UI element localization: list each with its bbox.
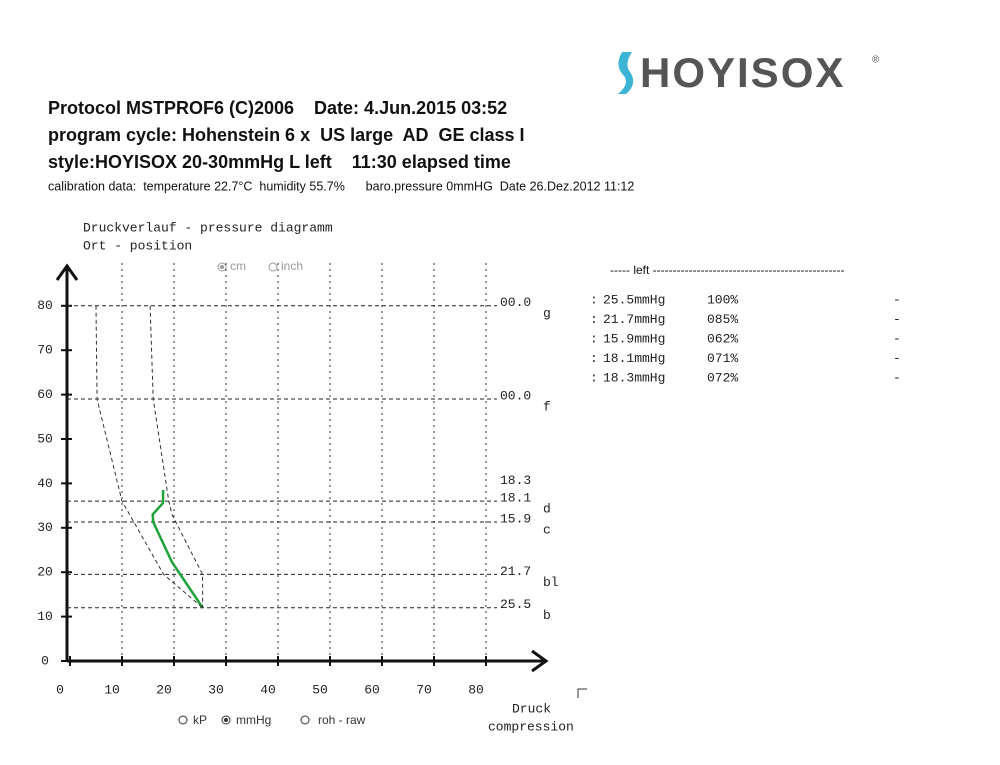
- reading-cell: :: [590, 370, 598, 385]
- radio[interactable]: [268, 262, 278, 272]
- logo-reg: ®: [872, 55, 880, 66]
- radio[interactable]: [300, 715, 310, 725]
- reading-cell: 071%: [707, 351, 738, 366]
- reading-cell: :: [590, 292, 598, 307]
- y-tick-label: 80: [37, 298, 53, 313]
- reading-cell: 18.1mmHg: [603, 351, 665, 366]
- x-tick-label: 50: [312, 682, 328, 697]
- header-line: Protocol MSTPROF6 (C)2006 Date: 4.Jun.20…: [48, 98, 507, 118]
- reading-cell: :: [590, 312, 598, 327]
- radio[interactable]: [221, 715, 231, 725]
- reading-cell: :: [590, 351, 598, 366]
- x-tick-label: 40: [260, 682, 276, 697]
- reading-cell: 15.9mmHg: [603, 331, 665, 346]
- reading-cell: 21.7mmHg: [603, 312, 665, 327]
- y-tick-label: 0: [41, 653, 49, 668]
- reading-cell: 072%: [707, 370, 738, 385]
- y-tick-label: 70: [37, 343, 53, 358]
- radio[interactable]: [178, 715, 188, 725]
- x-tick-label: 80: [468, 682, 484, 697]
- logo-icon: [618, 52, 634, 94]
- level-name: b: [543, 608, 551, 623]
- reading-cell: 100%: [707, 292, 738, 307]
- reading-cell: 062%: [707, 331, 738, 346]
- logo: HOYISOX: [640, 49, 845, 96]
- series-line: [151, 490, 204, 609]
- radio-dot: [220, 265, 224, 269]
- level-label: 21.7: [500, 564, 531, 579]
- option: inch: [281, 259, 303, 273]
- level-label: 25.5: [500, 597, 531, 612]
- level-label: 18.1: [500, 491, 531, 506]
- y-tick-label: 60: [37, 387, 53, 402]
- x-tick-label: 30: [208, 682, 224, 697]
- y-tick-label: 40: [37, 476, 53, 491]
- level-label: 15.9: [500, 511, 531, 526]
- chart-subtitle: Ort - position: [83, 238, 192, 253]
- reading-cell: :: [590, 331, 598, 346]
- level-name: bl: [543, 575, 559, 590]
- level-name: d: [543, 502, 551, 517]
- x-label: compression: [488, 719, 574, 734]
- reading-cell: -: [893, 351, 901, 366]
- header-line: program cycle: Hohenstein 6 x US large A…: [48, 125, 525, 145]
- level-label: 00.0: [500, 388, 531, 403]
- reading-cell: 25.5mmHg: [603, 292, 665, 307]
- x-label: Druck: [512, 701, 551, 716]
- y-tick-label: 50: [37, 431, 53, 446]
- level-label: 18.3: [500, 473, 531, 488]
- y-tick-label: 30: [37, 520, 53, 535]
- calibration: calibration data: temperature 22.7°C hum…: [48, 179, 634, 193]
- reading-cell: -: [893, 331, 901, 346]
- reading-cell: -: [893, 312, 901, 327]
- axes: [55, 263, 549, 673]
- x-tick-label: 70: [416, 682, 432, 697]
- option: cm: [230, 259, 246, 273]
- reading-cell: -: [893, 370, 901, 385]
- level-name: g: [543, 306, 551, 321]
- corner: [577, 688, 587, 698]
- level-name: f: [543, 399, 551, 414]
- reading-cell: -: [893, 292, 901, 307]
- x-tick-label: 10: [104, 682, 120, 697]
- x-tick-label: 20: [156, 682, 172, 697]
- reading-cell: 085%: [707, 312, 738, 327]
- readings-heading: ----- left -----------------------------…: [610, 263, 844, 277]
- level-label: 00.0: [500, 295, 531, 310]
- option: roh - raw: [318, 713, 366, 727]
- series-line: [149, 305, 204, 608]
- x-tick-label: 60: [364, 682, 380, 697]
- series-line: [95, 305, 203, 609]
- y-tick-label: 10: [37, 609, 53, 624]
- y-tick-label: 20: [37, 565, 53, 580]
- reading-cell: 18.3mmHg: [603, 370, 665, 385]
- header-line: style:HOYISOX 20-30mmHg L left 11:30 ela…: [48, 152, 511, 172]
- option: kP: [193, 713, 207, 727]
- radio[interactable]: [217, 262, 227, 272]
- option: mmHg: [236, 713, 271, 727]
- level-name: c: [543, 522, 551, 537]
- chart-title: Druckverlauf - pressure diagramm: [83, 220, 333, 235]
- x-tick-label: 0: [56, 682, 64, 697]
- radio-dot: [224, 718, 228, 722]
